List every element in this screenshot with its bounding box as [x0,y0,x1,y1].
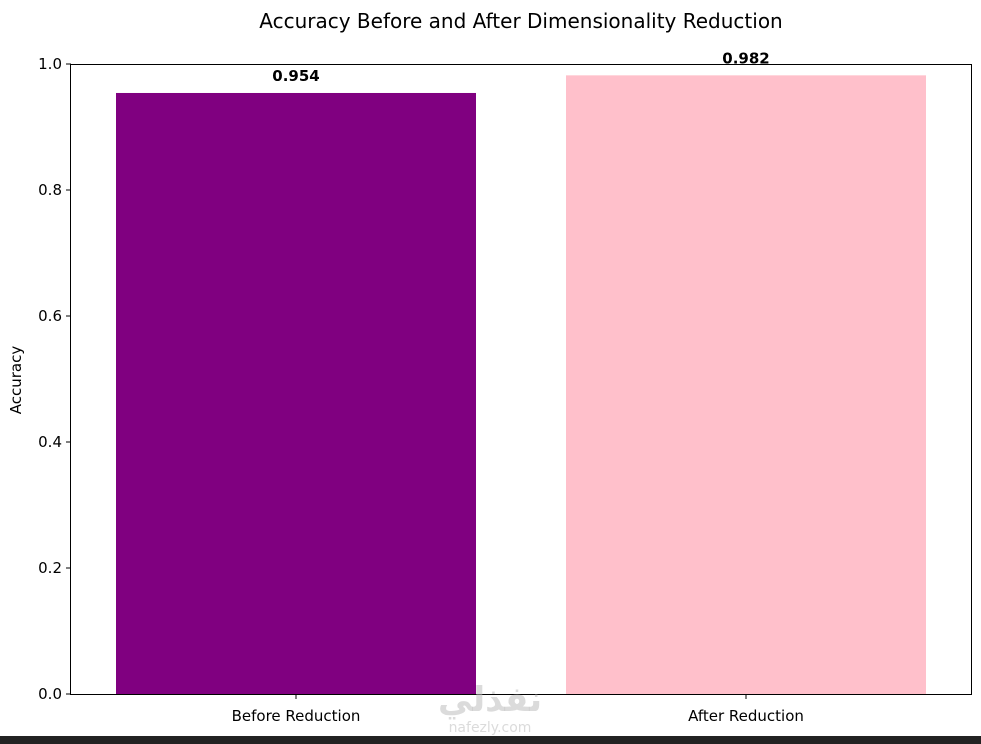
bar-value-label: 0.982 [722,49,769,67]
y-tick-label: 0.4 [38,433,62,451]
bars-group [116,75,926,695]
y-axis-label: Accuracy [7,346,25,415]
y-tick-label: 0.2 [38,559,62,577]
y-tick-label: 0.6 [38,307,62,325]
value-labels-group: 0.954 0.982 [272,49,769,85]
chart-title: Accuracy Before and After Dimensionality… [259,9,782,33]
plot-frame [70,64,972,695]
y-tick-label: 0.8 [38,181,62,199]
x-tick-label: After Reduction [688,707,804,725]
x-axis-ticks: Before Reduction After Reduction [232,694,804,725]
bottom-bar [0,736,981,744]
bar-value-label: 0.954 [272,67,319,85]
y-tick-label: 0.0 [38,685,62,703]
y-axis-ticks: 0.0 0.2 0.4 0.6 0.8 1.0 [38,55,71,703]
x-tick-label: Before Reduction [232,707,361,725]
bar-1 [116,92,476,695]
bar-2 [566,75,926,695]
y-tick-label: 1.0 [38,55,62,73]
